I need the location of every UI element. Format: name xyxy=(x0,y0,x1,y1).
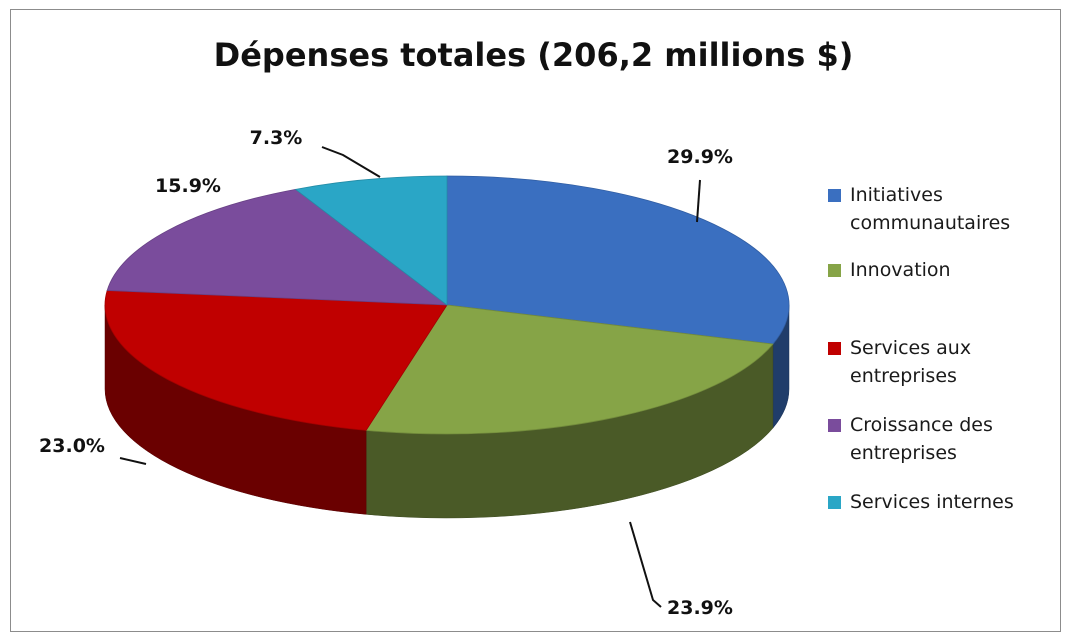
legend-label: Croissance des entreprises xyxy=(850,411,1064,467)
legend-label: Initiatives communautaires xyxy=(850,181,1064,237)
data-label: 15.9% xyxy=(155,175,221,197)
legend-label-line: Services internes xyxy=(850,491,1014,513)
pie-slice-initiatives-communautaires xyxy=(446,175,790,345)
data-label: 29.9% xyxy=(667,146,733,168)
legend-label-line: Innovation xyxy=(850,259,951,281)
legend-label-line: Croissance des xyxy=(850,414,993,436)
pie-top xyxy=(104,175,790,435)
pie-slice-croissance-des-entreprises xyxy=(106,188,449,306)
pie-slice-innovation xyxy=(365,304,774,435)
legend-swatch xyxy=(828,496,841,509)
legend-label-line: Services aux xyxy=(850,337,972,359)
pie-slice-services-aux-entreprises xyxy=(104,290,448,431)
legend-label-line: communautaires xyxy=(850,212,1011,234)
legend-swatch xyxy=(828,342,841,355)
leader-line xyxy=(119,457,147,465)
leader-line xyxy=(629,521,662,608)
data-label: 7.3% xyxy=(250,127,303,149)
data-labels: 29.9% 23.9% 23.0% 15.9% 7.3% xyxy=(39,127,733,619)
legend-swatch xyxy=(828,419,841,432)
legend-label-line: Initiatives xyxy=(850,184,943,206)
chart-title: Dépenses totales (206,2 millions $) xyxy=(213,36,854,74)
legend-label: Innovation xyxy=(850,256,1064,284)
legend-label: Services internes xyxy=(850,488,1064,516)
pie-slice-services-internes xyxy=(294,175,448,306)
legend-swatch xyxy=(828,264,841,277)
legend-label-line: entreprises xyxy=(850,442,957,464)
pie-side-walls xyxy=(104,304,790,519)
leader-line xyxy=(321,146,381,178)
legend: Initiatives communautaires Innovation Se… xyxy=(828,0,1064,638)
data-label: 23.9% xyxy=(667,597,733,619)
legend-label-line: entreprises xyxy=(850,365,957,387)
data-label: 23.0% xyxy=(39,435,105,457)
legend-swatch xyxy=(828,189,841,202)
legend-label: Services aux entreprises xyxy=(850,334,1064,390)
leader-line xyxy=(696,179,701,223)
